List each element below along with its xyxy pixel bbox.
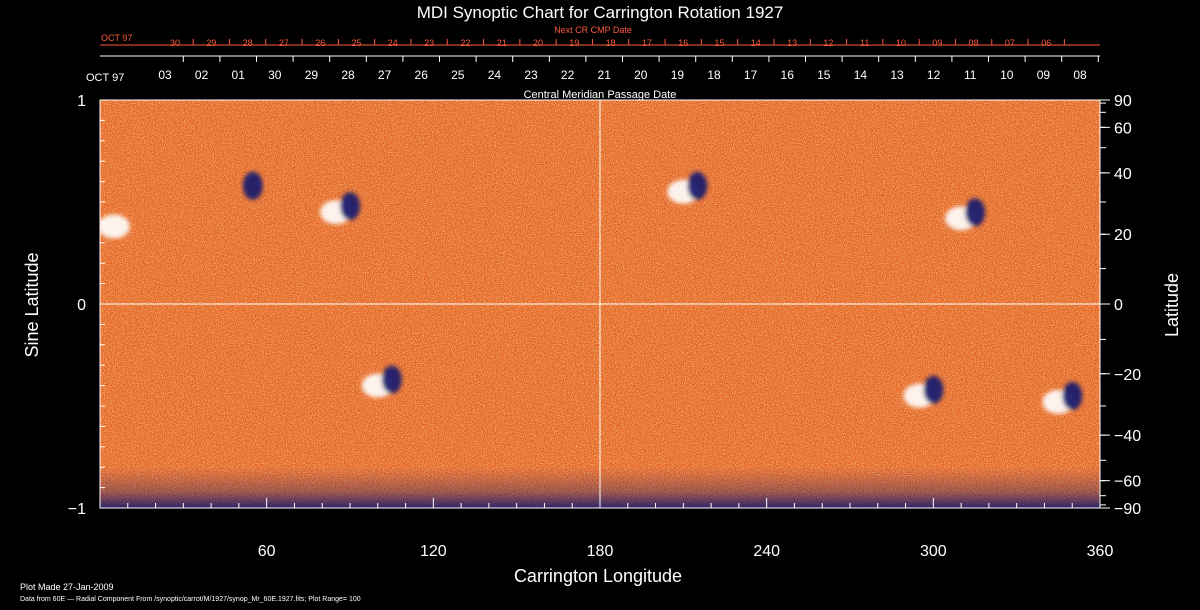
next-cmp-date-label: 28	[243, 38, 253, 48]
active-region	[667, 171, 708, 204]
cmp-date-label: 01	[232, 68, 246, 82]
next-cmp-date-label: 27	[279, 38, 289, 48]
active-region	[903, 375, 944, 408]
cmp-date-label: 29	[305, 68, 319, 82]
cmp-date-label: 17	[744, 68, 758, 82]
y-right-tick-label: 40	[1114, 166, 1132, 183]
cmp-date-label: 11	[964, 68, 977, 82]
y-right-tick-label: −60	[1114, 474, 1141, 491]
y-left-tick-label: 1	[77, 93, 86, 110]
next-cmp-date-label: 15	[714, 38, 724, 48]
y-right-tick-label: −40	[1114, 428, 1141, 445]
cmp-date-label: 27	[378, 68, 392, 82]
next-cmp-date-label: 06	[1041, 38, 1051, 48]
cmp-date-label: 15	[817, 68, 831, 82]
next-cmp-date-label: 16	[678, 38, 688, 48]
negative-flux	[340, 192, 361, 221]
x-tick-label: 180	[587, 543, 614, 560]
x-tick-label: 60	[258, 543, 276, 560]
cmp-date-label: 14	[854, 68, 868, 82]
active-region	[100, 214, 130, 239]
y-axis-label-left: Sine Latitude	[22, 252, 42, 357]
negative-flux	[381, 365, 402, 394]
data-source-note: Data from 60E — Radial Component From /s…	[20, 596, 361, 603]
active-region	[242, 171, 263, 200]
active-region	[945, 198, 986, 231]
cmp-date-label: 03	[158, 68, 172, 82]
positive-flux	[100, 214, 130, 239]
cmp-date-label: 19	[671, 68, 685, 82]
y-right-tick-label: 20	[1114, 227, 1132, 244]
cmp-date-label: 12	[927, 68, 941, 82]
cmp-date-label: 21	[598, 68, 612, 82]
cmp-date-label: 13	[890, 68, 904, 82]
next-cmp-date-label: 23	[424, 38, 434, 48]
next-cmp-month-label: OCT 97	[101, 33, 132, 43]
negative-flux	[687, 171, 708, 200]
next-cmp-date-label: 19	[569, 38, 579, 48]
cmp-date-label: 08	[1073, 68, 1087, 82]
y-right-tick-label: −20	[1114, 367, 1141, 384]
cmp-month-label: OCT 97	[86, 72, 124, 84]
y-right-tick-label: 60	[1114, 120, 1132, 137]
next-cmp-date-label: 10	[896, 38, 906, 48]
y-right-tick-label: 0	[1114, 297, 1123, 314]
negative-flux	[923, 375, 944, 404]
cmp-date-label: 22	[561, 68, 575, 82]
x-tick-label: 300	[920, 543, 947, 560]
next-cmp-date-label: 09	[932, 38, 942, 48]
active-regions	[100, 171, 1083, 414]
x-axis-label: Carrington Longitude	[514, 566, 682, 586]
next-cmp-date-label: 18	[606, 38, 616, 48]
y-right-tick-label: −90	[1114, 501, 1141, 518]
plot-made-note: Plot Made 27-Jan-2009	[20, 582, 114, 592]
y-left-tick-label: 0	[77, 297, 86, 314]
next-cmp-date-label: 07	[1005, 38, 1015, 48]
active-region	[320, 192, 361, 225]
next-cmp-date-label: 29	[206, 38, 216, 48]
x-tick-label: 120	[420, 543, 447, 560]
cmp-date-label: 20	[634, 68, 648, 82]
axes-layer: 60 120 180 240 300 36010−1906040200−20−40−60−…	[68, 38, 1141, 560]
next-cmp-date-label: 13	[787, 38, 797, 48]
x-tick-label: 360	[1087, 543, 1114, 560]
cmp-date-label: 23	[524, 68, 538, 82]
cmp-date-label: 26	[415, 68, 429, 82]
cmp-date-label: 16	[781, 68, 795, 82]
negative-flux	[965, 198, 986, 227]
cmp-date-label: 10	[1000, 68, 1014, 82]
cmp-date-label: 09	[1037, 68, 1051, 82]
next-cmp-date-label: 20	[533, 38, 543, 48]
chart-title: MDI Synoptic Chart for Carrington Rotati…	[417, 3, 784, 22]
cmp-date-label: 25	[451, 68, 465, 82]
cmp-date-label: 18	[707, 68, 721, 82]
active-region	[1042, 381, 1083, 414]
negative-flux	[242, 171, 263, 200]
negative-flux	[1062, 381, 1083, 410]
next-cmp-date-label: 25	[351, 38, 361, 48]
cmp-date-label: 24	[488, 68, 502, 82]
y-left-tick-label: −1	[68, 501, 86, 518]
next-cmp-date-label: 21	[497, 38, 507, 48]
next-cmp-date-label: 11	[860, 38, 869, 48]
cmp-date-label: 30	[268, 68, 282, 82]
next-cmp-date-label: 30	[170, 38, 180, 48]
active-region	[361, 365, 402, 398]
next-cmp-date-label: 22	[460, 38, 470, 48]
next-cmp-date-label: 14	[751, 38, 761, 48]
next-cmp-date-label: 08	[969, 38, 979, 48]
y-right-tick-label: 90	[1114, 93, 1132, 110]
cmp-axis-label: Central Meridian Passage Date	[524, 89, 677, 101]
y-axis-label-right: Latitude	[1162, 273, 1182, 337]
x-tick-label: 240	[753, 543, 780, 560]
next-cmp-axis-label: Next CR CMP Date	[554, 25, 632, 35]
cmp-date-label: 28	[341, 68, 355, 82]
next-cmp-date-label: 24	[388, 38, 398, 48]
cmp-date-label: 02	[195, 68, 209, 82]
next-cmp-date-label: 12	[823, 38, 833, 48]
next-cmp-date-label: 26	[315, 38, 325, 48]
next-cmp-date-label: 17	[642, 38, 652, 48]
